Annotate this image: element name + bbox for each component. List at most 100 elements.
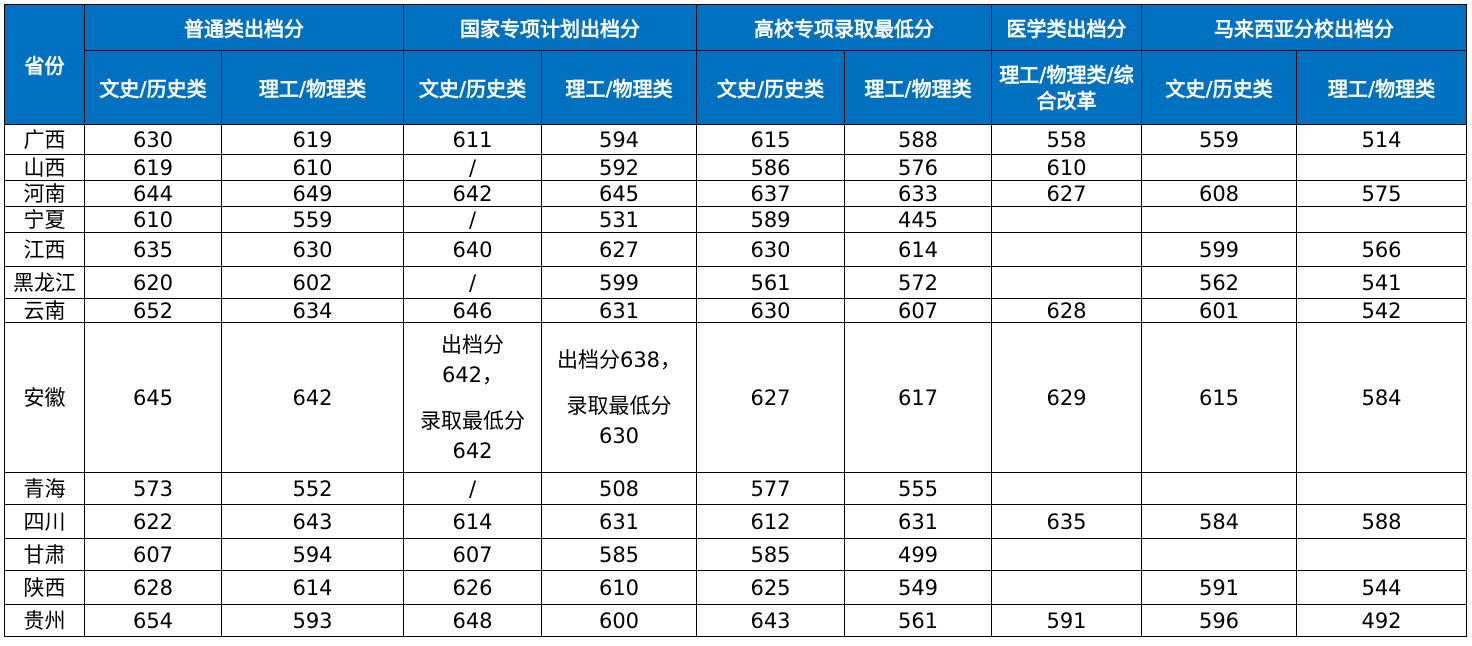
score-cell: 619	[221, 124, 404, 155]
score-cell: 620	[84, 266, 222, 299]
anhui-note-line: 642	[452, 438, 493, 463]
province-cell: 四川	[4, 504, 85, 539]
score-cell: 611	[403, 124, 542, 155]
province-cell: 黑龙江	[4, 266, 85, 299]
score-cell	[991, 538, 1142, 571]
score-cell: 601	[1141, 298, 1297, 323]
score-cell: 630	[696, 232, 845, 267]
province-cell: 甘肃	[4, 538, 85, 571]
score-cell: 555	[844, 472, 992, 505]
score-cell: 610	[541, 570, 697, 605]
table-row: 广西 630 619 611 594 615 588 558 559 514	[4, 124, 1467, 155]
score-cell: 544	[1296, 570, 1467, 605]
score-cell: 608	[1141, 180, 1297, 207]
score-cell: /	[403, 472, 542, 505]
score-cell	[1296, 154, 1467, 181]
score-cell: 635	[84, 232, 222, 267]
province-cell: 宁夏	[4, 206, 85, 233]
score-cell: /	[403, 266, 542, 299]
score-cell: 499	[844, 538, 992, 571]
table-row: 山西 619 610/592 586 576 610	[4, 154, 1467, 181]
score-cell: 577	[696, 472, 845, 505]
score-cell: 591	[1141, 570, 1297, 605]
score-cell: 642	[403, 180, 542, 207]
score-cell: 633	[844, 180, 992, 207]
table-body: 广西 630 619 611 594 615 588 558 559 514 山西 619 610/59…	[4, 124, 1467, 637]
score-cell: 541	[1296, 266, 1467, 299]
score-cell: 559	[221, 206, 404, 233]
score-cell: 615	[1141, 322, 1297, 473]
header-group-medical: 医学类出档分	[991, 4, 1142, 51]
score-cell: 599	[541, 266, 697, 299]
header-sub-university-ligong: 理工/物理类	[844, 50, 992, 125]
header-sub-regular-ligong: 理工/物理类	[221, 50, 404, 125]
score-cell: 607	[403, 538, 542, 571]
province-cell: 陕西	[4, 570, 85, 605]
score-cell: 630	[696, 298, 845, 323]
score-cell: 635	[991, 504, 1142, 539]
score-cell: 612	[696, 504, 845, 539]
score-cell: 644	[84, 180, 222, 207]
score-cell: 631	[844, 504, 992, 539]
score-cell: 596	[1141, 604, 1297, 637]
score-cell: 586	[696, 154, 845, 181]
score-cell: 575	[1296, 180, 1467, 207]
header-sub-national-wenshi: 文史/历史类	[403, 50, 542, 125]
score-cell: 652	[84, 298, 222, 323]
anhui-note-line: 录取最低分	[566, 393, 672, 418]
score-cell: 630	[221, 232, 404, 267]
score-cell: 576	[844, 154, 992, 181]
province-cell: 青海	[4, 472, 85, 505]
score-cell: 591	[991, 604, 1142, 637]
score-cell: 585	[696, 538, 845, 571]
score-cell: 542	[1296, 298, 1467, 323]
score-cell: 602	[221, 266, 404, 299]
score-cell: 514	[1296, 124, 1467, 155]
score-cell	[991, 570, 1142, 605]
header-sub-malaysia-wenshi: 文史/历史类	[1141, 50, 1297, 125]
score-cell: 648	[403, 604, 542, 637]
province-cell: 河南	[4, 180, 85, 207]
score-cell: 584	[1141, 504, 1297, 539]
score-cell: 614	[221, 570, 404, 605]
header-province: 省份	[4, 4, 85, 125]
score-cell: 572	[844, 266, 992, 299]
table-row: 陕西 628 614 626 610 625 549 591 544	[4, 570, 1467, 605]
score-cell: 619	[84, 154, 222, 181]
score-cell: /	[403, 154, 542, 181]
score-cell: 561	[844, 604, 992, 637]
header-group-university-special: 高校专项录取最低分	[696, 4, 992, 51]
score-cell: 573	[84, 472, 222, 505]
score-cell	[991, 266, 1142, 299]
header-group-malaysia: 马来西亚分校出档分	[1141, 4, 1467, 51]
header-sub-medical: 理工/物理类/综合改革	[991, 50, 1142, 125]
score-cell: 649	[221, 180, 404, 207]
score-cell	[991, 472, 1142, 505]
score-cell: 640	[403, 232, 542, 267]
score-cell: 634	[221, 298, 404, 323]
score-cell: 625	[696, 570, 845, 605]
score-cell: 508	[541, 472, 697, 505]
score-cell: 599	[1141, 232, 1297, 267]
score-cell: 617	[844, 322, 992, 473]
score-cell	[1296, 538, 1467, 571]
score-cell: 607	[844, 298, 992, 323]
score-cell: 552	[221, 472, 404, 505]
score-cell: 585	[541, 538, 697, 571]
anhui-note-line: 642，	[441, 362, 504, 387]
score-cell: 615	[696, 124, 845, 155]
score-cell: 637	[696, 180, 845, 207]
score-cell: 584	[1296, 322, 1467, 473]
table-row: 贵州 654 593 648 600 643 561 591 596 492	[4, 604, 1467, 637]
score-cell: 558	[991, 124, 1142, 155]
score-cell	[1141, 472, 1297, 505]
anhui-national-ligong-cell: 出档分638， 录取最低分 630	[541, 322, 697, 473]
score-cell: 607	[84, 538, 222, 571]
score-cell: 614	[844, 232, 992, 267]
score-cell: 600	[541, 604, 697, 637]
table-row: 黑龙江 620 602/599 561 572 562 541	[4, 266, 1467, 299]
score-cell: 628	[84, 570, 222, 605]
score-cell: 631	[541, 298, 697, 323]
anhui-note-line: 630	[598, 423, 640, 448]
header-row-sub: 文史/历史类 理工/物理类 文史/历史类 理工/物理类 文史/历史类 理工/物理…	[5, 50, 1467, 125]
